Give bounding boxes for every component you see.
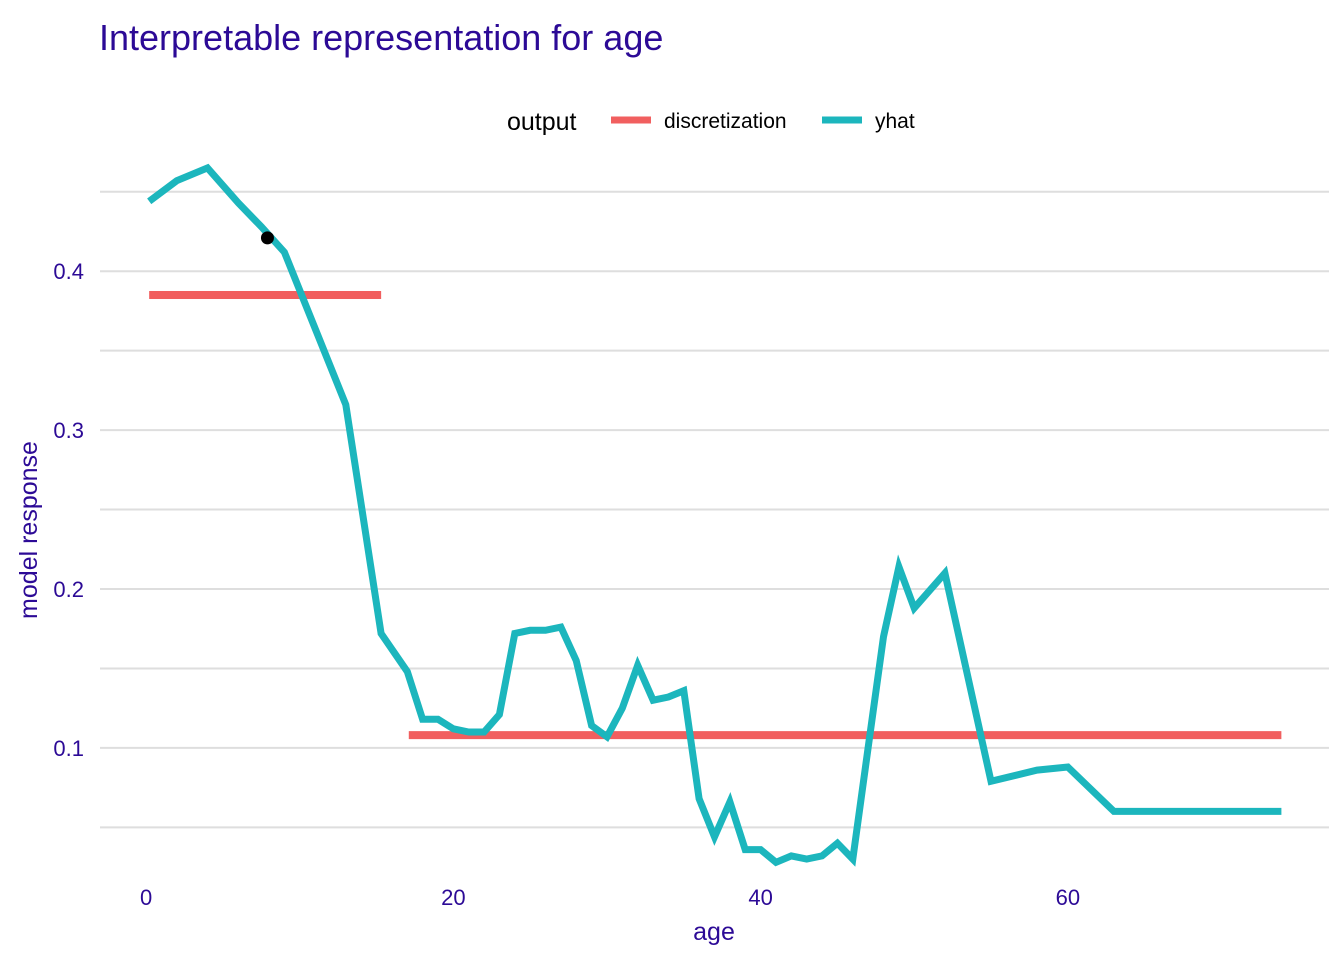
y-axis-ticks: 0.1 0.2 0.3 0.4: [53, 259, 84, 761]
y-tick-label: 0.2: [53, 577, 84, 602]
yhat-line: [147, 163, 1282, 867]
x-tick-label: 0: [140, 885, 152, 910]
x-axis-ticks: 0 20 40 60: [140, 885, 1080, 910]
gridlines: [100, 190, 1329, 829]
y-tick-label: 0.3: [53, 418, 84, 443]
y-tick-label: 0.1: [53, 736, 84, 761]
highlight-point: [260, 231, 274, 245]
chart-title: Interpretable representation for age: [99, 17, 663, 58]
legend-label-discretization: discretization: [664, 110, 787, 133]
y-axis-label: model response: [15, 441, 43, 619]
x-axis-label: age: [693, 918, 735, 946]
x-tick-label: 60: [1056, 885, 1080, 910]
legend: output discretization yhat: [507, 108, 915, 136]
x-tick-label: 40: [748, 885, 772, 910]
legend-label-yhat: yhat: [875, 110, 915, 133]
x-tick-label: 20: [441, 885, 465, 910]
y-tick-label: 0.4: [53, 259, 84, 284]
legend-title: output: [507, 108, 577, 136]
plot-series: [147, 163, 1282, 867]
